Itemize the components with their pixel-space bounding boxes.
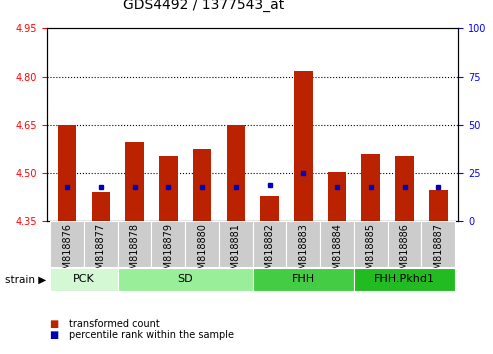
Bar <box>226 125 245 221</box>
Bar <box>92 192 110 221</box>
Text: GSM818886: GSM818886 <box>399 223 410 281</box>
Text: ■: ■ <box>49 330 59 339</box>
Text: GSM818885: GSM818885 <box>366 223 376 282</box>
Text: FHH.Pkhd1: FHH.Pkhd1 <box>374 274 435 285</box>
Text: ■: ■ <box>49 319 59 329</box>
Bar <box>429 190 448 221</box>
Text: GSM818887: GSM818887 <box>433 223 443 282</box>
Bar <box>185 221 219 267</box>
Text: FHH: FHH <box>292 274 315 285</box>
Bar <box>159 156 177 221</box>
Bar <box>118 268 253 291</box>
Bar <box>253 268 354 291</box>
Text: GSM818877: GSM818877 <box>96 223 106 282</box>
Text: GSM818879: GSM818879 <box>163 223 174 282</box>
Bar <box>328 172 346 221</box>
Bar <box>320 221 354 267</box>
Bar <box>286 221 320 267</box>
Text: GSM818883: GSM818883 <box>298 223 308 281</box>
Text: transformed count: transformed count <box>69 319 160 329</box>
Bar <box>58 125 76 221</box>
Text: GSM818876: GSM818876 <box>62 223 72 282</box>
Bar <box>50 268 118 291</box>
Text: percentile rank within the sample: percentile rank within the sample <box>69 330 234 339</box>
Text: GSM818880: GSM818880 <box>197 223 207 281</box>
Text: SD: SD <box>177 274 193 285</box>
Bar <box>50 221 84 267</box>
Bar <box>84 221 118 267</box>
Bar <box>354 268 455 291</box>
Bar <box>193 149 211 221</box>
Bar <box>118 221 151 267</box>
Bar <box>354 221 387 267</box>
Text: GSM818884: GSM818884 <box>332 223 342 281</box>
Bar <box>294 71 313 221</box>
Text: GSM818878: GSM818878 <box>130 223 140 282</box>
Text: GSM818882: GSM818882 <box>265 223 275 282</box>
Text: PCK: PCK <box>73 274 95 285</box>
Bar <box>422 221 455 267</box>
Text: GSM818881: GSM818881 <box>231 223 241 281</box>
Bar <box>219 221 253 267</box>
Bar <box>361 154 380 221</box>
Bar <box>387 221 422 267</box>
Bar <box>260 195 279 221</box>
Bar <box>151 221 185 267</box>
Text: strain ▶: strain ▶ <box>5 274 46 285</box>
Bar <box>395 156 414 221</box>
Text: GDS4492 / 1377543_at: GDS4492 / 1377543_at <box>123 0 284 12</box>
Bar <box>125 142 144 221</box>
Bar <box>253 221 286 267</box>
